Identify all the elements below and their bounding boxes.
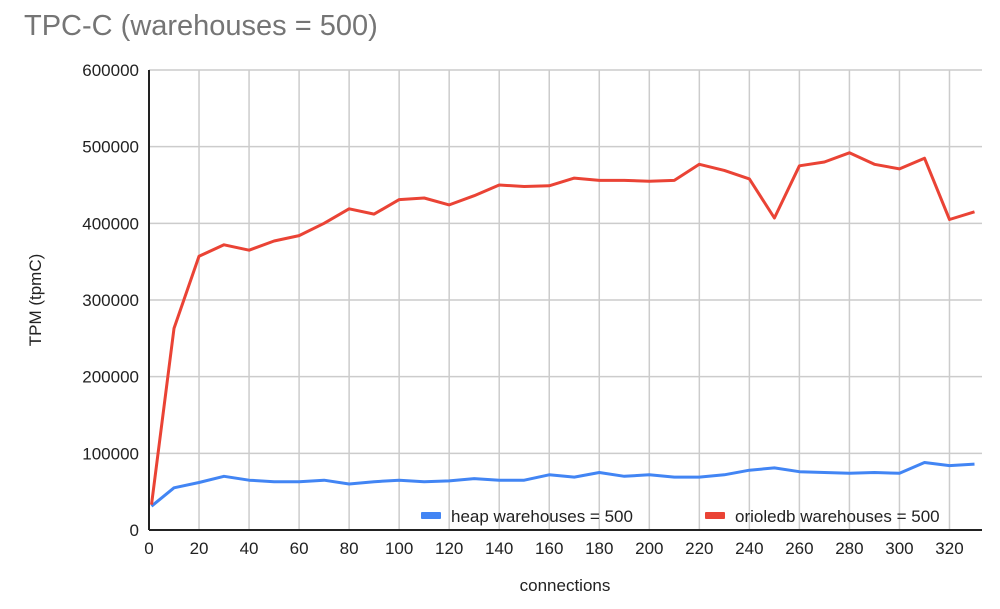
x-tick-label: 300 [885,539,913,558]
legend-swatch-orioledb [705,512,725,519]
x-tick-label: 100 [385,539,413,558]
x-tick-label: 80 [340,539,359,558]
series-line-0 [150,461,975,508]
legend-label-heap: heap warehouses = 500 [451,507,633,526]
y-tick-label: 200000 [82,368,139,387]
y-axis-ticks: 0 100000 200000 300000 400000 500000 600000 [82,61,139,540]
x-tick-label: 60 [290,539,309,558]
legend: heap warehouses = 500 orioledb warehouse… [421,507,940,526]
y-tick-label: 0 [130,521,139,540]
x-tick-label: 280 [835,539,863,558]
x-tick-label: 180 [585,539,613,558]
y-tick-label: 300000 [82,291,139,310]
x-tick-label: 320 [935,539,963,558]
x-tick-label: 20 [190,539,209,558]
series-line-1 [150,151,975,505]
gridlines [149,69,982,530]
series-lines [150,151,975,508]
legend-swatch-heap [421,512,441,519]
x-tick-label: 260 [785,539,813,558]
x-tick-label: 240 [735,539,763,558]
y-tick-label: 600000 [82,61,139,80]
x-tick-label: 220 [685,539,713,558]
x-axis-ticks: 0 20 40 60 80 100 120 140 160 180 200 220 240 260 280 3… [144,539,963,558]
y-tick-label: 400000 [82,214,139,233]
x-axis-title: connections [520,576,611,595]
chart-title: TPC-C (warehouses = 500) [24,10,378,42]
x-tick-label: 140 [485,539,513,558]
x-tick-label: 200 [635,539,663,558]
x-tick-label: 160 [535,539,563,558]
x-tick-label: 40 [240,539,259,558]
x-tick-label: 0 [144,539,153,558]
y-tick-label: 500000 [82,138,139,157]
x-tick-label: 120 [435,539,463,558]
legend-label-orioledb: orioledb warehouses = 500 [735,507,940,526]
y-axis-title: TPM (tpmC) [26,254,45,347]
y-tick-label: 100000 [82,444,139,463]
